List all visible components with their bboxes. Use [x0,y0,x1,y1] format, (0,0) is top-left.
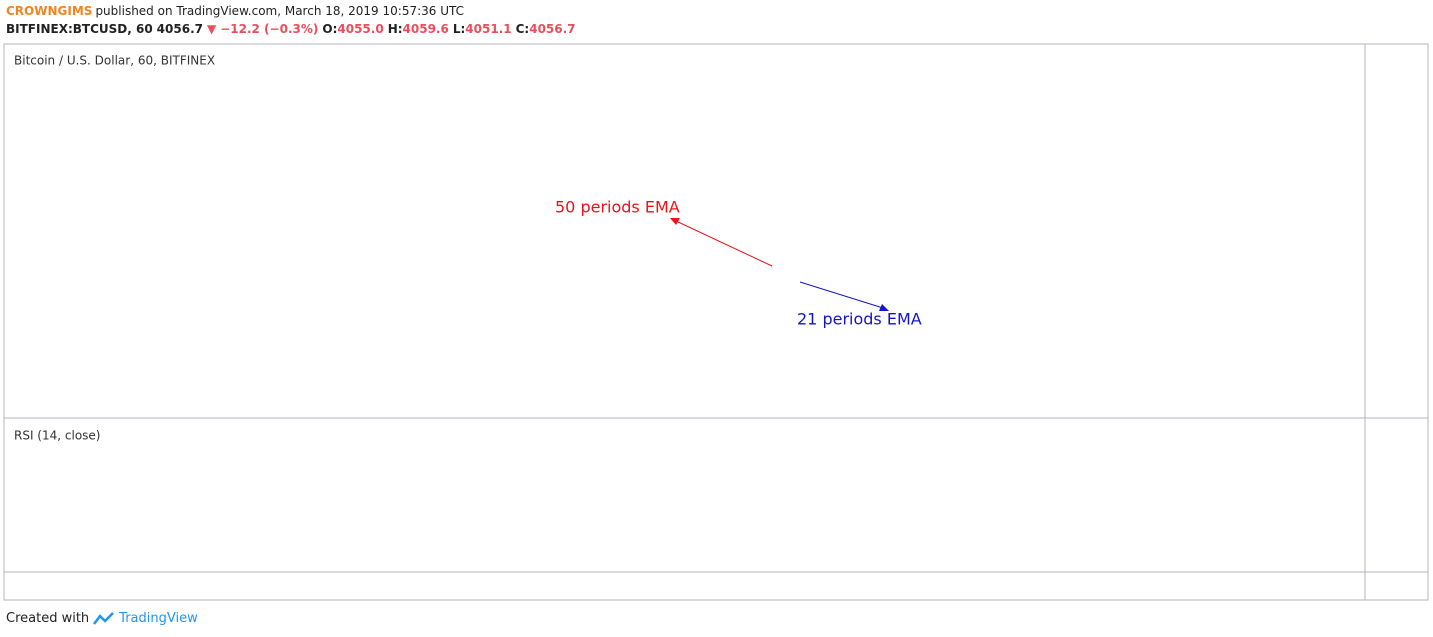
arrow-head [670,218,680,225]
symbol-line: BITFINEX:BTCUSD, 60 4056.7 ▼ −12.2 (−0.3%) O… [6,22,584,36]
ohlc-label: O: [322,22,338,36]
ohlc-label: C: [515,22,530,36]
annotation: 50 periods EMA [555,198,680,217]
symbol: BITFINEX:BTCUSD, 60 [6,22,153,36]
footer: Created with TradingView [6,611,198,626]
ohlc-value: 4051.1 [465,22,512,36]
publish-line: CROWNGIMS published on TradingView.com, M… [6,4,468,18]
ohlc-value: 4059.6 [402,22,449,36]
annotation-arrow [799,281,884,309]
ohlc-label: H: [387,22,403,36]
logo [93,611,115,625]
chart-title: Bitcoin / U.S. Dollar, 60, BITFINEX [14,54,215,68]
arrow: ▼ [206,22,217,36]
ohlc-label: L: [452,22,466,36]
annotation-arrow [675,220,773,267]
publisher[interactable]: CROWNGIMS [6,4,93,18]
published: published on TradingView.com, March 18, … [95,4,464,18]
frame [3,43,1429,601]
rsi-title: RSI (14, close) [14,429,100,443]
brand[interactable]: TradingView [119,611,198,626]
ohlc-value: 4056.7 [529,22,576,36]
change: −12.2 (−0.3%) [220,22,319,36]
annotation: 21 periods EMA [797,310,922,329]
arrow-head [879,304,889,311]
created-with: Created with [6,611,90,626]
ohlc: O:4055.0 H:4059.6 L:4051.1 C:4056.7 [322,22,579,36]
ohlc-value: 4055.0 [337,22,384,36]
price: 4056.7 [156,22,203,36]
